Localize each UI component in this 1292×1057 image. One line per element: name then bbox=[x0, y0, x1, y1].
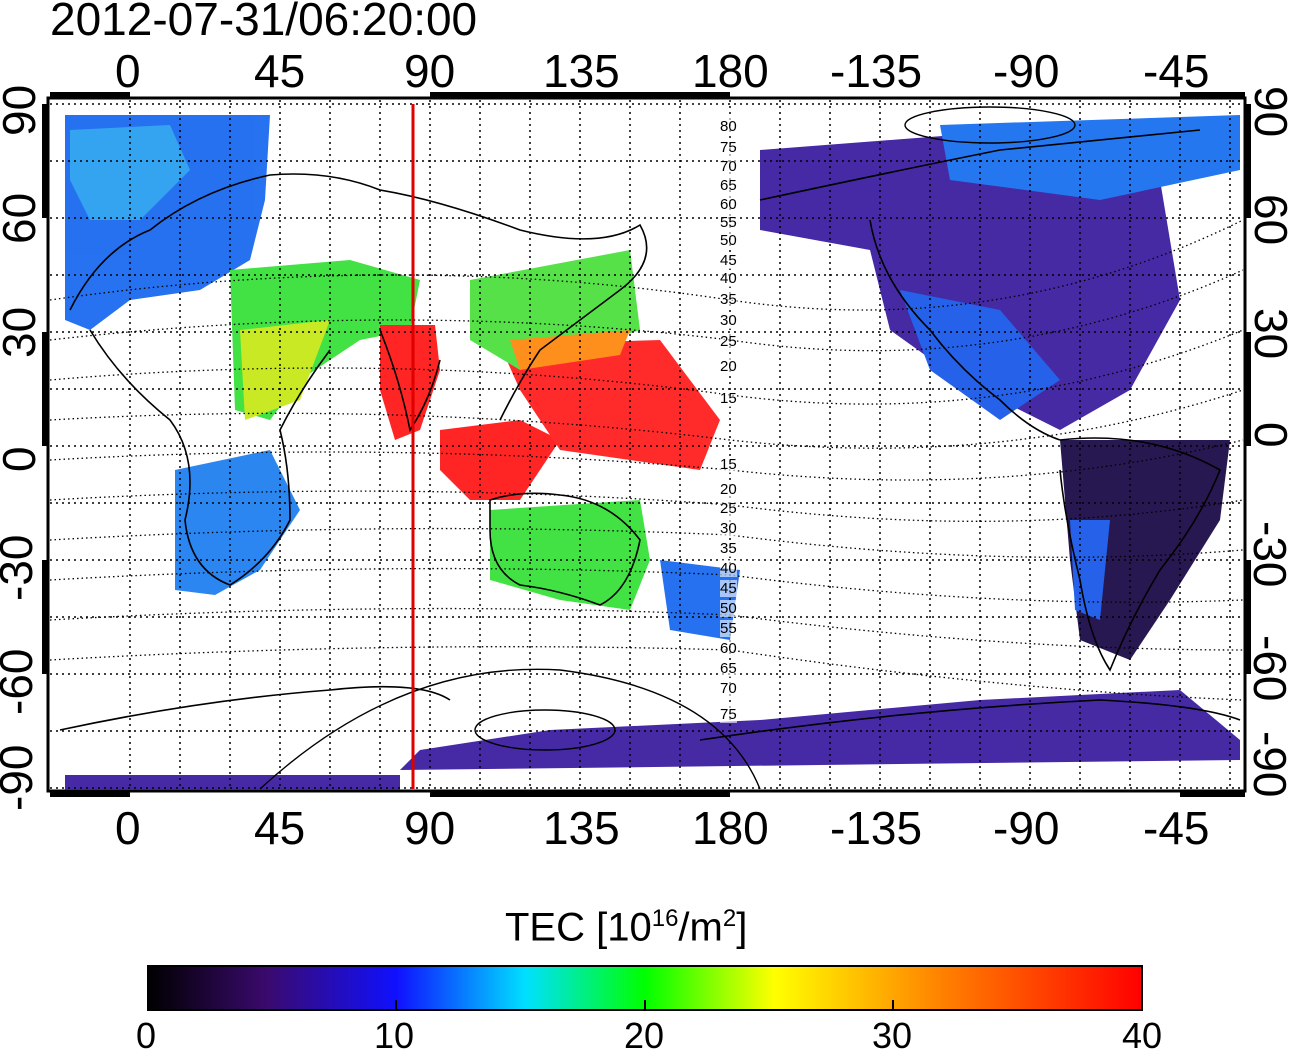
contour-label: 80 bbox=[720, 118, 737, 135]
colorbar-title-mid: /m bbox=[678, 905, 723, 950]
contour-label: 75 bbox=[720, 706, 737, 723]
lat-label-left-m60: -60 bbox=[0, 648, 42, 715]
lon-label-bottom-180: 180 bbox=[692, 802, 769, 854]
tec-region-southamerica bbox=[1060, 440, 1230, 660]
lon-label-top-90: 90 bbox=[404, 45, 456, 97]
lat-label-right-m60: -60 bbox=[1244, 635, 1292, 702]
contour-label: 45 bbox=[720, 252, 737, 269]
lon-label-bottom-m90: -90 bbox=[993, 802, 1060, 854]
lon-label-top-180: 180 bbox=[692, 45, 769, 97]
lon-label-bottom-0: 0 bbox=[115, 802, 141, 854]
lon-label-bottom-90: 90 bbox=[404, 802, 456, 854]
contour-label: 40 bbox=[720, 270, 737, 287]
lon-label-top-m90: -90 bbox=[993, 45, 1060, 97]
tec-region-antarctic-west bbox=[65, 775, 400, 790]
contour-label: 20 bbox=[720, 358, 737, 375]
contour-label: 70 bbox=[720, 680, 737, 697]
contour-label: 45 bbox=[720, 580, 737, 597]
contour-label: 25 bbox=[720, 500, 737, 517]
lat-label-left-60: 60 bbox=[0, 192, 45, 244]
contour-label: 60 bbox=[720, 196, 737, 213]
lat-label-right-0: 0 bbox=[1245, 422, 1292, 448]
axis-frame-ticks bbox=[42, 92, 1251, 797]
colorbar-title-exp: 16 bbox=[651, 905, 679, 932]
contour-label: 35 bbox=[720, 291, 737, 308]
colorbar-ticks bbox=[147, 1000, 1143, 1010]
tec-region-pacific-red bbox=[500, 340, 720, 470]
contour-label: 30 bbox=[720, 520, 737, 537]
tec-region-china-orange bbox=[510, 330, 630, 370]
lat-label-right-m30: -30 bbox=[1244, 521, 1292, 588]
contour-label: 65 bbox=[720, 177, 737, 194]
contour-label: 50 bbox=[720, 232, 737, 249]
colorbar-tick-0: 0 bbox=[136, 1015, 157, 1056]
tec-region-india bbox=[380, 325, 440, 440]
magnetic-contours bbox=[49, 219, 1244, 701]
colorbar-tick-10: 10 bbox=[374, 1015, 415, 1056]
lon-label-top-m135: -135 bbox=[830, 45, 923, 97]
contour-label: 65 bbox=[720, 660, 737, 677]
tec-region-na-blue bbox=[900, 290, 1060, 420]
plot-title: 2012-07-31/06:20:00 bbox=[50, 0, 478, 45]
lon-label-bottom-45: 45 bbox=[254, 802, 306, 854]
lat-label-right-m90: -90 bbox=[1244, 731, 1292, 798]
lon-label-bottom-m45: -45 bbox=[1143, 802, 1210, 854]
contour-label: 35 bbox=[720, 540, 737, 557]
graticule bbox=[50, 100, 1243, 789]
colorbar-tick-30: 30 bbox=[872, 1015, 913, 1056]
colorbar-title: TEC [1016/m2] bbox=[505, 905, 747, 950]
contour-label: 55 bbox=[720, 214, 737, 231]
lat-label-right-30: 30 bbox=[1245, 308, 1292, 360]
colorbar-title-prefix: TEC [10 bbox=[505, 905, 652, 950]
lat-label-left-90: 90 bbox=[0, 84, 45, 136]
lon-label-bottom-135: 135 bbox=[543, 802, 620, 854]
lat-label-left-m30: -30 bbox=[0, 534, 42, 601]
colorbar-tick-20: 20 bbox=[624, 1015, 665, 1056]
contour-label: 60 bbox=[720, 640, 737, 657]
polar-contours bbox=[259, 106, 1076, 790]
contour-label: 55 bbox=[720, 620, 737, 637]
coastlines bbox=[59, 129, 1241, 741]
contour-label: 70 bbox=[720, 158, 737, 175]
contour-label: 15 bbox=[720, 390, 737, 407]
contour-label: 25 bbox=[720, 333, 737, 350]
lat-label-left-30: 30 bbox=[0, 306, 45, 358]
tec-region-arctic bbox=[940, 115, 1240, 200]
colorbar-tick-40: 40 bbox=[1122, 1015, 1163, 1056]
contour-label: 40 bbox=[720, 560, 737, 577]
lon-label-bottom-m135: -135 bbox=[830, 802, 923, 854]
contour-label: 30 bbox=[720, 312, 737, 329]
lat-label-right-60: 60 bbox=[1245, 194, 1292, 246]
contour-label: 50 bbox=[720, 600, 737, 617]
lat-label-left-0: 0 bbox=[0, 422, 45, 472]
lon-label-top-45: 45 bbox=[254, 45, 306, 97]
lon-label-top-0: 0 bbox=[115, 45, 141, 97]
tec-region-arabia bbox=[240, 320, 330, 420]
lat-label-right-90: 90 bbox=[1245, 86, 1292, 138]
colorbar-title-suffix: ] bbox=[736, 905, 748, 950]
colorbar-title-exp2: 2 bbox=[722, 905, 737, 932]
contour-label: 75 bbox=[720, 139, 737, 156]
contour-label: 20 bbox=[720, 481, 737, 498]
tec-region-africa bbox=[175, 450, 300, 595]
lon-label-top-135: 135 bbox=[543, 45, 620, 97]
lon-label-top-m45: -45 bbox=[1143, 45, 1210, 97]
contour-label: 15 bbox=[720, 456, 737, 473]
lat-label-left-m90: -90 bbox=[0, 744, 42, 811]
